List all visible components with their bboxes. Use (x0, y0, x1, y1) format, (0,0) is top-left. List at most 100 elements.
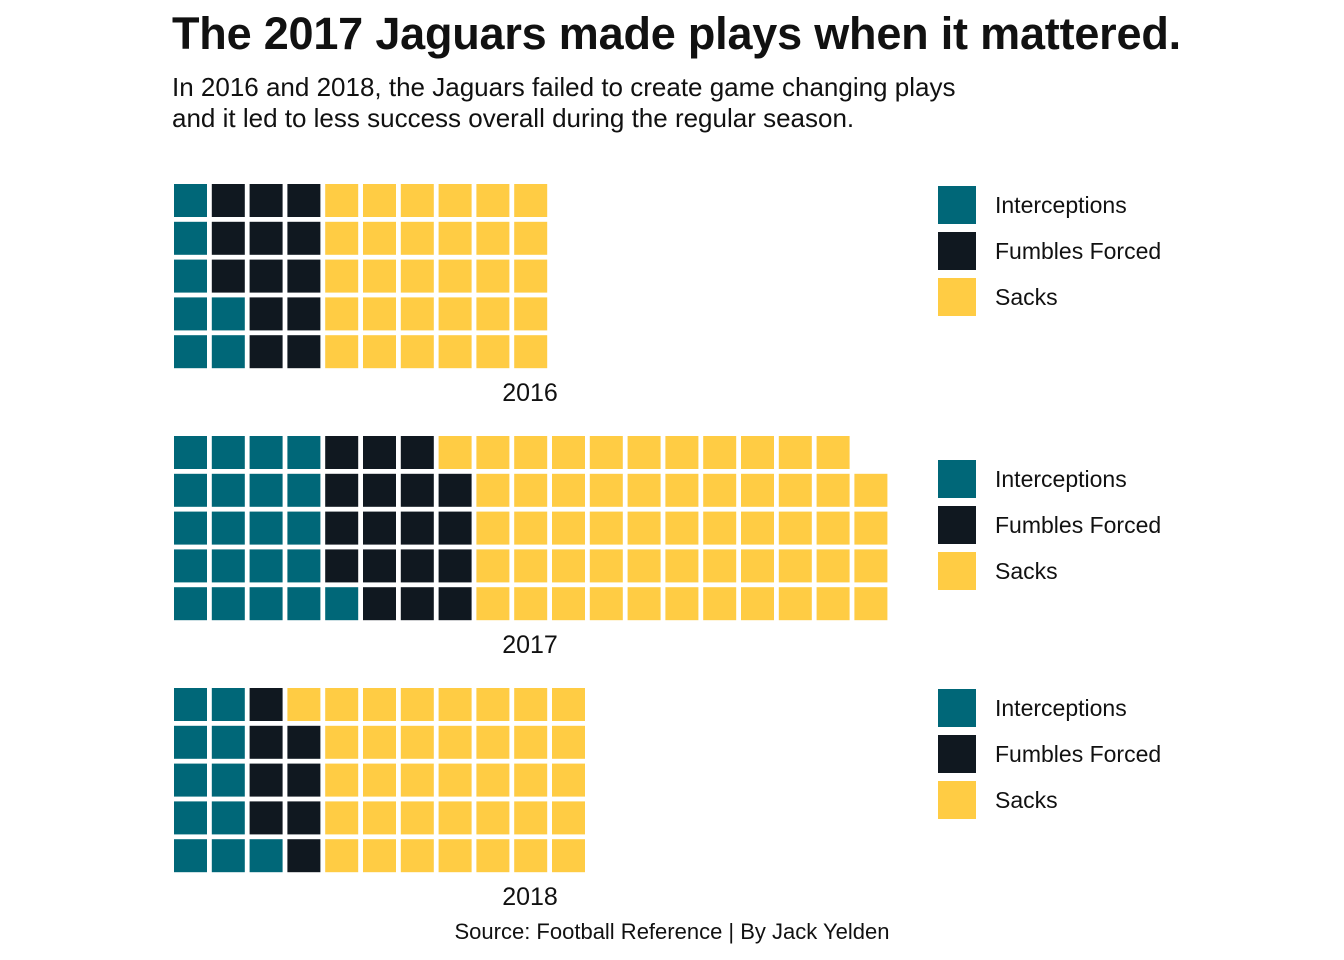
waffle-cell-sacks (816, 473, 850, 507)
waffle-cell-fumbles-forced (363, 436, 396, 469)
waffle-cell-interceptions (211, 839, 245, 873)
waffle-cell-sacks (589, 549, 623, 583)
waffle-cell-fumbles-forced (400, 587, 434, 621)
waffle-cell-sacks (400, 297, 434, 331)
waffle-cell-fumbles-forced (438, 511, 472, 545)
waffle-cell-sacks (778, 436, 812, 469)
waffle-cell-sacks (778, 511, 812, 545)
waffle-cell-sacks (363, 297, 396, 331)
waffle-cell-interceptions (174, 839, 207, 873)
legend-label-interceptions: Interceptions (995, 694, 1127, 721)
waffle-cell-sacks (438, 725, 472, 759)
legend-item-fumbles-forced: Fumbles Forced (938, 506, 1161, 544)
waffle-cell-sacks (589, 436, 623, 469)
waffle-cell-sacks (363, 259, 396, 293)
waffle-cell-sacks (438, 259, 472, 293)
waffle-cell-fumbles-forced (249, 688, 283, 721)
waffle-cell-interceptions (287, 473, 321, 507)
waffle-cell-sacks (400, 221, 434, 255)
waffle-cell-sacks (325, 297, 359, 331)
legend-item-fumbles-forced: Fumbles Forced (938, 232, 1161, 270)
waffle-cell-sacks (552, 839, 585, 873)
waffle-cell-sacks (476, 335, 510, 369)
waffle-cell-fumbles-forced (287, 725, 321, 759)
waffle-cell-sacks (400, 335, 434, 369)
waffle-cell-sacks (438, 839, 472, 873)
waffle-cell-sacks (589, 587, 623, 621)
legend-item-sacks: Sacks (938, 552, 1161, 590)
waffle-cell-interceptions (174, 184, 207, 217)
waffle-cell-fumbles-forced (325, 511, 359, 545)
legend-swatch-fumbles-forced (938, 735, 976, 773)
legend-item-fumbles-forced: Fumbles Forced (938, 735, 1161, 773)
waffle-cell-sacks (476, 297, 510, 331)
waffle-cell-interceptions (287, 549, 321, 583)
waffle-cell-interceptions (174, 259, 207, 293)
waffle-cell-interceptions (249, 436, 283, 469)
waffle-cell-sacks (287, 688, 321, 721)
waffle-cell-sacks (325, 688, 359, 721)
legend-item-interceptions: Interceptions (938, 460, 1161, 498)
waffle-cell-sacks (476, 801, 510, 835)
waffle-panel-2017: 2017 (174, 436, 888, 659)
legend-item-interceptions: Interceptions (938, 689, 1161, 727)
waffle-cell-sacks (363, 184, 396, 217)
subtitle-line-1: In 2016 and 2018, the Jaguars failed to … (172, 72, 956, 102)
waffle-cell-sacks (552, 801, 585, 835)
waffle-cell-sacks (665, 473, 699, 507)
waffle-year-label: 2016 (502, 379, 558, 407)
waffle-cell-sacks (438, 801, 472, 835)
waffle-cell-sacks (665, 587, 699, 621)
waffle-cell-fumbles-forced (363, 587, 396, 621)
waffle-cell-fumbles-forced (400, 511, 434, 545)
waffle-cell-interceptions (211, 511, 245, 545)
waffle-cell-sacks (703, 473, 737, 507)
legend-swatch-interceptions (938, 689, 976, 727)
legend-label-interceptions: Interceptions (995, 465, 1127, 492)
waffle-cell-sacks (400, 763, 434, 797)
waffle-cell-sacks (778, 587, 812, 621)
legend-label-fumbles-forced: Fumbles Forced (995, 740, 1162, 767)
waffle-cell-sacks (514, 221, 548, 255)
legend-item-interceptions: Interceptions (938, 186, 1161, 224)
waffle-cell-sacks (703, 511, 737, 545)
waffle-cell-interceptions (174, 436, 207, 469)
legend-label-interceptions: Interceptions (995, 191, 1127, 218)
waffle-cell-fumbles-forced (400, 473, 434, 507)
waffle-cell-interceptions (211, 587, 245, 621)
waffle-cell-sacks (703, 549, 737, 583)
waffle-cell-fumbles-forced (438, 473, 472, 507)
waffle-cell-sacks (552, 511, 585, 545)
waffle-cell-interceptions (249, 549, 283, 583)
waffle-cell-sacks (476, 184, 510, 217)
waffle-cell-fumbles-forced (400, 549, 434, 583)
waffle-cell-fumbles-forced (438, 587, 472, 621)
waffle-cell-fumbles-forced (249, 763, 283, 797)
waffle-cell-sacks (400, 801, 434, 835)
waffle-cell-interceptions (325, 587, 359, 621)
legend-item-sacks: Sacks (938, 278, 1161, 316)
waffle-cell-sacks (325, 184, 359, 217)
waffle-cell-sacks (400, 725, 434, 759)
waffle-cell-sacks (552, 763, 585, 797)
waffle-cell-interceptions (174, 801, 207, 835)
waffle-cell-sacks (514, 549, 548, 583)
waffle-cell-sacks (816, 587, 850, 621)
waffle-panel-2016: 2016 (174, 184, 558, 407)
waffle-cell-sacks (741, 473, 774, 507)
waffle-cell-sacks (627, 473, 661, 507)
waffle-cell-sacks (325, 763, 359, 797)
waffle-cell-sacks (589, 511, 623, 545)
waffle-cell-sacks (703, 436, 737, 469)
waffle-cell-sacks (438, 184, 472, 217)
waffle-cell-sacks (514, 297, 548, 331)
legend-label-fumbles-forced: Fumbles Forced (995, 237, 1162, 264)
waffle-cell-sacks (514, 511, 548, 545)
waffle-cell-sacks (741, 511, 774, 545)
waffle-cell-fumbles-forced (287, 801, 321, 835)
waffle-cell-sacks (400, 688, 434, 721)
waffle-cell-fumbles-forced (287, 335, 321, 369)
waffle-cell-sacks (476, 436, 510, 469)
waffle-cell-fumbles-forced (325, 549, 359, 583)
